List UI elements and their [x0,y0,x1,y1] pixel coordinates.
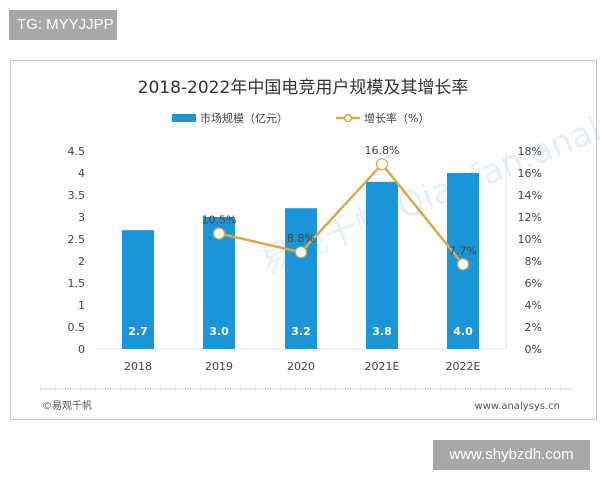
tg-tag: TG: MYYJJPP [9,10,117,40]
chart-frame [10,60,597,420]
right-tick-label: 14% [518,189,542,202]
right-tick-label: 6% [525,277,542,290]
right-tick-label: 4% [525,299,542,312]
x-tick-label: 2021E [365,360,400,373]
legend-bar-swatch [172,114,196,122]
growth-marker-2019 [212,227,226,240]
right-tick-label: 10% [518,233,542,246]
right-tick-label: 2% [525,321,542,334]
right-tick-label: 18% [518,145,542,158]
left-tick-label: 4 [78,167,85,180]
right-tick-label: 0% [525,343,542,356]
left-tick-label: 0 [78,343,85,356]
left-tick-label: 4.5 [68,145,86,158]
right-tick-label: 12% [518,211,542,224]
right-tick-label: 16% [518,167,542,180]
bar-value-label: 3.0 [209,325,229,338]
legend-bar-label: 市场规模（亿元） [200,111,288,125]
left-tick-label: 3 [78,211,85,224]
left-tick-label: 2 [78,255,85,268]
bar-value-label: 3.8 [372,325,392,338]
bar-2018 [122,230,154,349]
x-tick-label: 2020 [287,360,315,373]
growth-marker-2022E [456,258,470,271]
growth-value-label: 8.8% [287,232,315,245]
left-tick-label: 3.5 [68,189,86,202]
legend-line-marker [343,113,353,123]
legend-line-label: 增长率（%） [364,111,429,125]
x-tick-label: 2018 [124,360,152,373]
bar-2021E [366,181,398,349]
x-tick-label: 2022E [446,360,481,373]
footer-url: www.analysys.cn [475,401,560,412]
left-tick-label: 1 [78,299,85,312]
growth-marker-2021E [375,158,389,171]
growth-value-label: 16.8% [365,144,400,157]
left-tick-label: 1.5 [68,277,86,290]
chart-title: 2018-2022年中国电竞用户规模及其增长率 [138,78,469,98]
growth-value-label: 7.7% [449,244,477,257]
site-tag: www.shybzdh.com [433,440,590,470]
footer-source: ©易观千帆 [42,399,92,412]
right-tick-label: 8% [525,255,542,268]
bar-value-label: 4.0 [453,325,473,338]
x-tick-label: 2019 [205,360,233,373]
bar-value-label: 2.7 [128,325,148,338]
left-tick-label: 2.5 [68,233,86,246]
growth-rate-line [218,162,464,266]
bar-value-label: 3.2 [291,325,311,338]
bar-2020 [285,208,317,349]
growth-marker-2020 [294,246,308,259]
left-tick-label: 0.5 [68,321,86,334]
growth-value-label: 10.5% [202,214,237,227]
